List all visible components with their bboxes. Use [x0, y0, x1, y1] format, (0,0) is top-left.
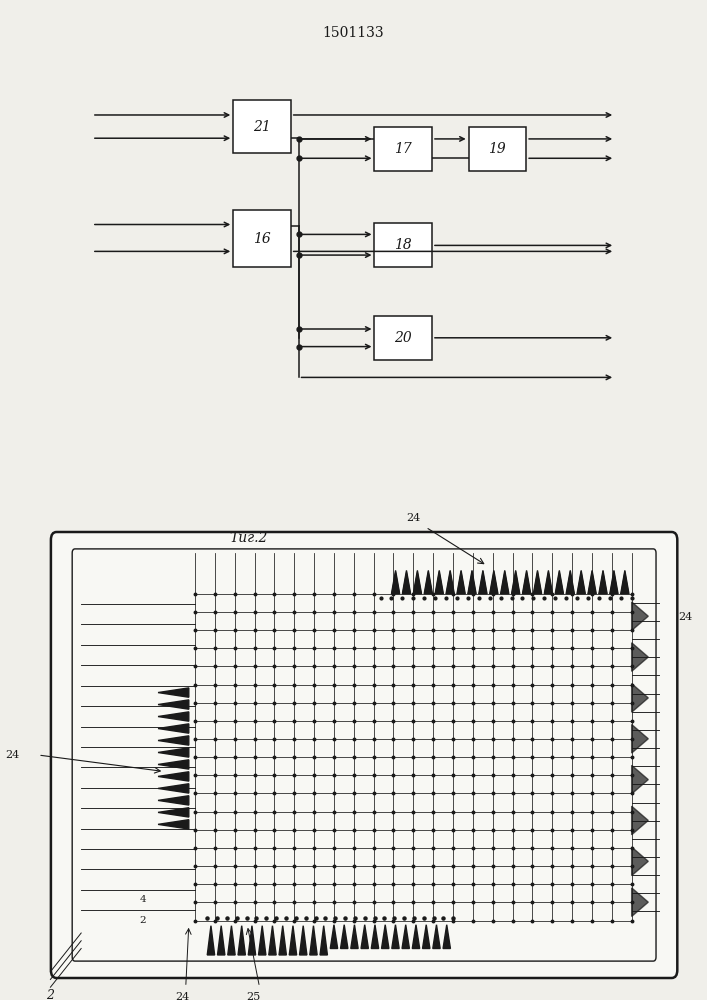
Text: 19: 19 — [489, 142, 506, 156]
Polygon shape — [490, 571, 498, 594]
Polygon shape — [320, 926, 327, 955]
Text: 24: 24 — [678, 612, 692, 622]
Polygon shape — [330, 925, 338, 948]
Polygon shape — [446, 571, 455, 594]
Polygon shape — [566, 571, 574, 594]
Polygon shape — [435, 571, 443, 594]
Polygon shape — [468, 571, 476, 594]
Polygon shape — [479, 571, 487, 594]
Polygon shape — [588, 571, 596, 594]
Polygon shape — [443, 925, 450, 948]
Polygon shape — [555, 571, 563, 594]
Polygon shape — [158, 712, 189, 721]
Polygon shape — [412, 925, 420, 948]
Text: 25: 25 — [246, 992, 260, 1000]
Polygon shape — [631, 806, 648, 835]
Polygon shape — [631, 643, 648, 671]
Text: 24: 24 — [6, 750, 20, 760]
FancyBboxPatch shape — [51, 532, 677, 978]
Polygon shape — [158, 748, 189, 757]
Polygon shape — [300, 926, 307, 955]
Polygon shape — [158, 724, 189, 733]
Polygon shape — [158, 688, 189, 697]
Text: 4: 4 — [139, 895, 146, 904]
Text: 18: 18 — [395, 238, 412, 252]
Bar — [233, 210, 291, 267]
Polygon shape — [631, 724, 648, 753]
Bar — [375, 223, 432, 267]
Bar — [233, 100, 291, 153]
Text: 16: 16 — [253, 232, 271, 246]
Polygon shape — [512, 571, 520, 594]
Polygon shape — [433, 925, 440, 948]
Text: 24: 24 — [175, 992, 189, 1000]
Polygon shape — [402, 571, 411, 594]
Polygon shape — [158, 820, 189, 829]
Polygon shape — [414, 571, 421, 594]
Polygon shape — [158, 760, 189, 769]
Polygon shape — [218, 926, 225, 955]
Polygon shape — [522, 571, 531, 594]
Text: Τиг.2: Τиг.2 — [230, 531, 268, 545]
Polygon shape — [402, 925, 409, 948]
Polygon shape — [158, 772, 189, 781]
Polygon shape — [631, 765, 648, 794]
Polygon shape — [392, 571, 399, 594]
Polygon shape — [341, 925, 348, 948]
Polygon shape — [371, 925, 379, 948]
Polygon shape — [158, 796, 189, 805]
Polygon shape — [248, 926, 256, 955]
Polygon shape — [238, 926, 245, 955]
Polygon shape — [631, 684, 648, 712]
Text: 20: 20 — [395, 331, 412, 345]
Polygon shape — [259, 926, 266, 955]
Polygon shape — [361, 925, 368, 948]
Polygon shape — [457, 571, 465, 594]
Polygon shape — [544, 571, 552, 594]
Polygon shape — [621, 571, 629, 594]
Polygon shape — [158, 700, 189, 709]
Polygon shape — [501, 571, 509, 594]
Polygon shape — [228, 926, 235, 955]
Polygon shape — [158, 784, 189, 793]
Bar — [375, 316, 432, 360]
Bar — [469, 127, 526, 171]
Polygon shape — [289, 926, 297, 955]
Polygon shape — [158, 736, 189, 745]
Polygon shape — [631, 602, 648, 631]
Polygon shape — [577, 571, 585, 594]
Polygon shape — [158, 808, 189, 817]
Polygon shape — [279, 926, 286, 955]
Polygon shape — [631, 888, 648, 916]
Polygon shape — [310, 926, 317, 955]
Polygon shape — [424, 571, 433, 594]
Bar — [375, 127, 432, 171]
Polygon shape — [207, 926, 215, 955]
Text: 21: 21 — [253, 120, 271, 134]
Text: 17: 17 — [395, 142, 412, 156]
Text: 24: 24 — [407, 513, 421, 523]
Polygon shape — [599, 571, 607, 594]
Polygon shape — [351, 925, 358, 948]
Polygon shape — [631, 847, 648, 876]
Polygon shape — [382, 925, 389, 948]
Polygon shape — [533, 571, 542, 594]
Polygon shape — [423, 925, 430, 948]
Text: 2: 2 — [139, 916, 146, 925]
Polygon shape — [610, 571, 618, 594]
Text: 2: 2 — [47, 989, 54, 1000]
Polygon shape — [269, 926, 276, 955]
Text: 1501133: 1501133 — [322, 26, 385, 40]
Polygon shape — [392, 925, 399, 948]
